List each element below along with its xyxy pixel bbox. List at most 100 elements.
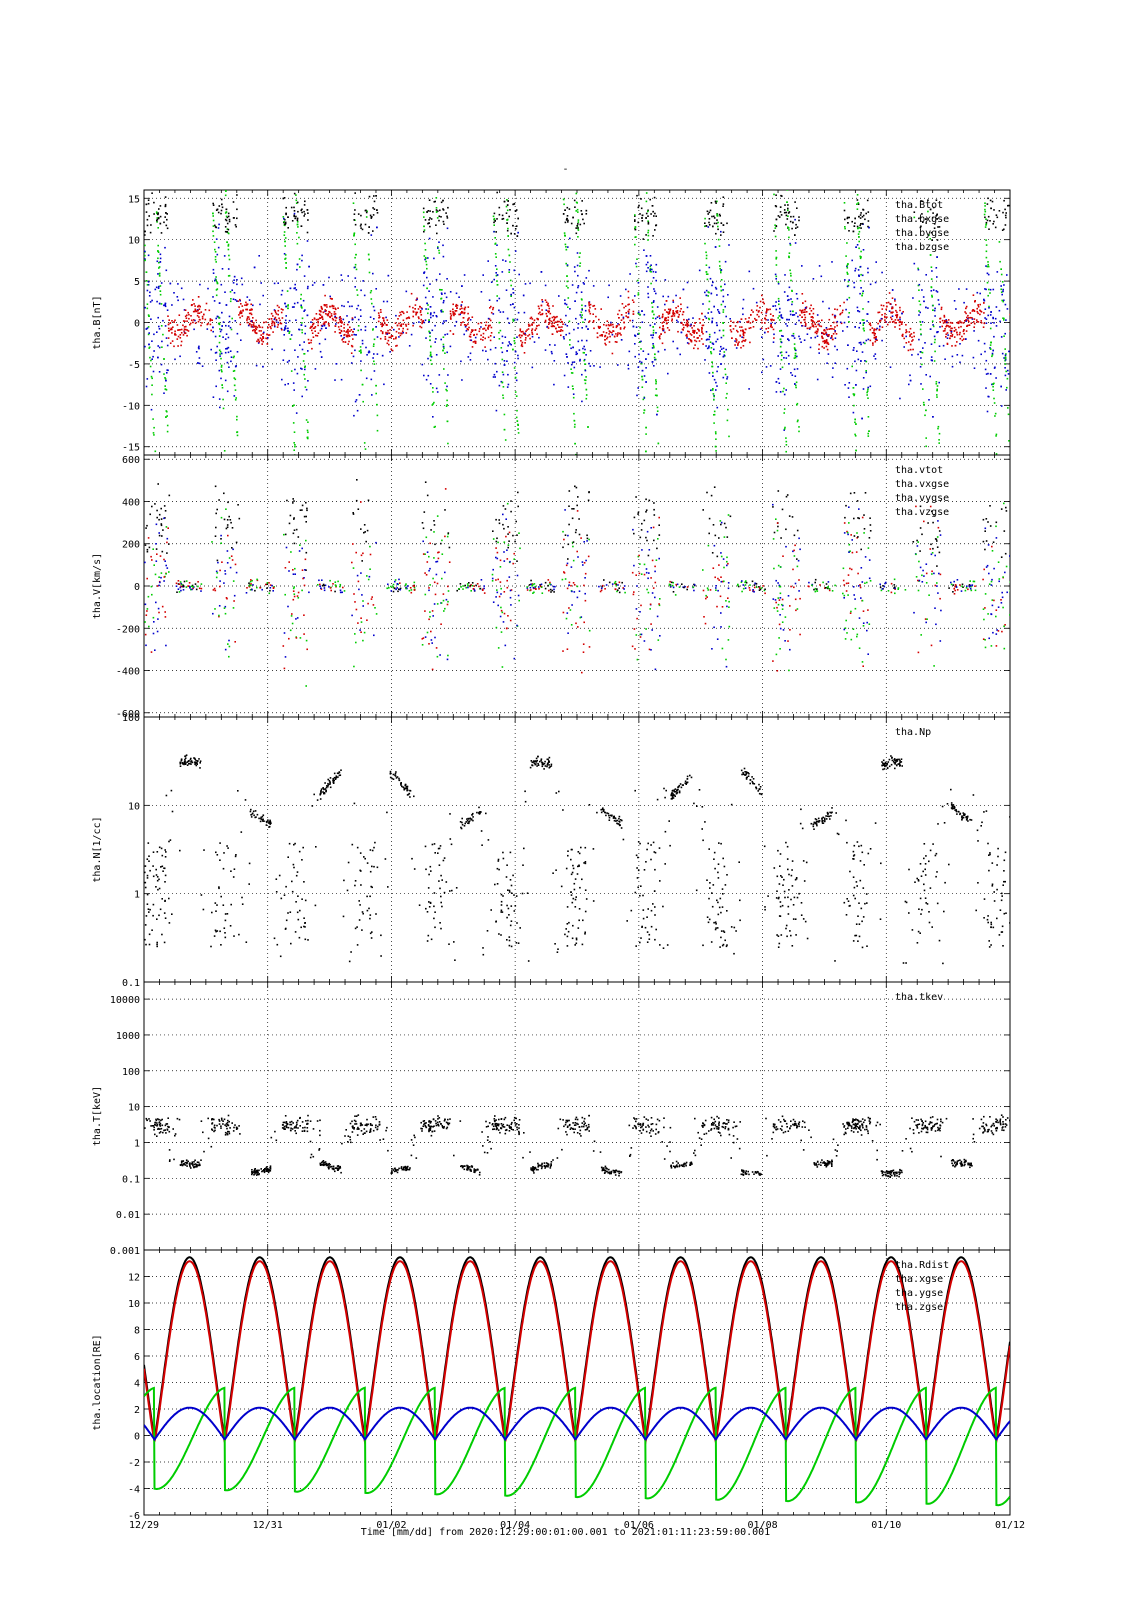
data-point [767,319,769,321]
data-point [401,324,403,326]
data-point [149,357,151,359]
data-point [607,328,609,330]
data-point [813,589,815,591]
data-point [854,434,856,436]
data-point [854,394,856,396]
data-point [705,345,707,347]
data-point [785,323,787,325]
data-point [934,555,936,557]
data-point [855,450,857,452]
data-point [843,302,845,304]
data-point [701,338,703,340]
data-point [961,322,963,324]
data-point [577,209,579,211]
data-point [310,342,312,344]
data-point [822,301,824,303]
data-point [986,223,988,225]
data-point [221,284,223,286]
data-point [558,295,560,297]
data-point [257,327,259,329]
data-point [284,668,286,670]
data-point [792,374,794,376]
data-point [912,297,914,299]
data-point [185,332,187,334]
data-point [362,384,364,386]
data-point [467,328,469,330]
data-point [507,318,509,320]
data-point [811,323,813,325]
data-point [182,325,184,327]
data-point [868,301,870,303]
data-point [657,306,659,308]
data-point [447,443,449,445]
data-point [690,324,692,326]
data-point [918,561,920,563]
data-point [289,320,291,322]
data-point [228,255,230,257]
data-point [647,215,649,217]
data-point [219,349,221,351]
data-point [793,216,795,218]
data-point [412,307,414,309]
data-point [867,390,869,392]
data-point [786,441,788,443]
data-point [230,567,232,569]
data-point [439,289,441,291]
data-point [966,288,968,290]
data-point [517,235,519,237]
data-point [231,289,233,291]
data-point [152,418,154,420]
data-point [346,315,348,317]
data-point [294,349,296,351]
data-point [427,495,429,497]
data-point [490,306,492,308]
data-point [567,325,569,327]
data-point [879,326,881,328]
data-point [581,312,583,314]
data-point [909,375,911,377]
data-point [633,313,635,315]
data-point [991,645,993,647]
data-point [566,275,568,277]
data-point [650,264,652,266]
data-point [502,342,504,344]
data-point [985,265,987,267]
data-point [833,322,835,324]
data-point [456,307,458,309]
data-point [503,386,505,388]
data-point [1001,274,1003,276]
data-point [603,324,605,326]
data-point [345,341,347,343]
data-point [620,295,622,297]
data-point [745,328,747,330]
data-point [516,417,518,419]
data-point [706,317,708,319]
data-point [151,378,153,380]
data-point [638,207,640,209]
data-point [509,322,511,324]
data-point [159,328,161,330]
data-point [517,428,519,430]
data-point [303,374,305,376]
data-point [291,370,293,372]
data-point [867,200,869,202]
data-point [260,330,262,332]
data-point [341,305,343,307]
data-point [212,231,214,233]
data-point [541,271,543,273]
data-point [723,356,725,358]
data-point [240,303,242,305]
data-point [589,311,591,313]
data-point [980,354,982,356]
data-point [715,389,717,391]
data-point [881,318,883,320]
data-point [502,259,504,261]
data-point [207,324,209,326]
data-point [867,387,869,389]
data-point [987,282,989,284]
data-point [922,352,924,354]
data-point [450,346,452,348]
data-point [193,319,195,321]
data-point [299,266,301,268]
data-point [468,306,470,308]
